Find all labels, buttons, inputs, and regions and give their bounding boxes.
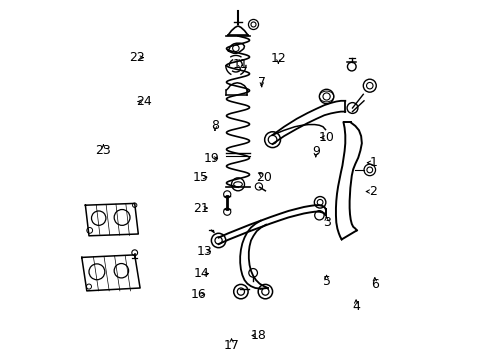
Text: 1: 1	[369, 156, 377, 169]
Text: 13: 13	[196, 245, 212, 258]
Text: 5: 5	[322, 275, 330, 288]
Text: 17: 17	[223, 339, 239, 352]
Text: 19: 19	[203, 152, 219, 165]
Text: 6: 6	[370, 278, 378, 291]
Text: 24: 24	[136, 95, 151, 108]
Text: 10: 10	[318, 131, 334, 144]
Text: 21: 21	[192, 202, 208, 215]
Text: 14: 14	[194, 267, 209, 280]
Text: 11: 11	[232, 58, 247, 71]
Text: 12: 12	[270, 52, 285, 65]
Text: 16: 16	[190, 288, 206, 301]
Text: 4: 4	[351, 300, 359, 313]
Text: 20: 20	[256, 171, 272, 184]
Text: 18: 18	[250, 329, 266, 342]
Text: 3: 3	[322, 216, 330, 229]
Text: 7: 7	[257, 76, 265, 89]
Text: 23: 23	[95, 144, 111, 157]
Text: 15: 15	[192, 171, 208, 184]
Text: 2: 2	[369, 185, 377, 198]
Text: 22: 22	[129, 51, 145, 64]
Text: 8: 8	[210, 119, 219, 132]
Text: 9: 9	[311, 145, 319, 158]
